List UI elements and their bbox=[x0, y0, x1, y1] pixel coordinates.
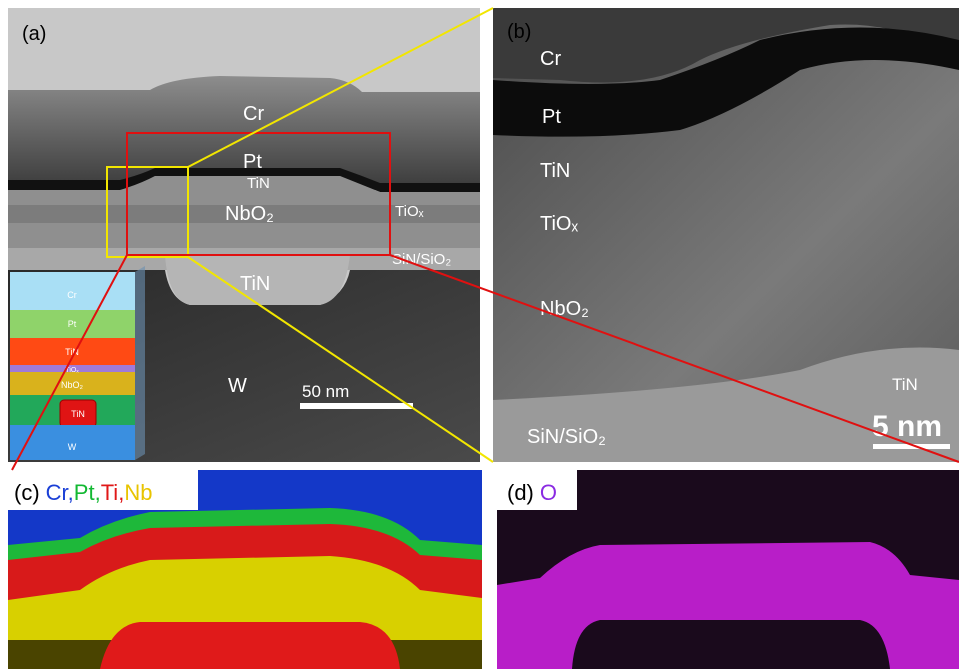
layer-label: W bbox=[228, 375, 247, 397]
figure: (a) Cr Pt TiN NbO₂ TiOₓ SiN/SiO₂ TiN W 5… bbox=[0, 0, 959, 669]
layer-label: NbO₂ bbox=[540, 298, 589, 320]
legend: (c)Cr,Pt,Ti,Nb bbox=[14, 480, 152, 505]
legend-item: O bbox=[540, 480, 557, 505]
inset-side bbox=[135, 266, 145, 460]
legend: (d)O bbox=[507, 480, 557, 505]
panel-label: (a) bbox=[22, 23, 46, 45]
legend-item: Ti, bbox=[101, 480, 125, 505]
layer-label: TiN bbox=[240, 273, 270, 295]
layer-label: TiOₓ bbox=[540, 213, 578, 235]
inset-label: Cr bbox=[67, 290, 77, 300]
inset-label: NbO₂ bbox=[61, 380, 84, 390]
layer-label: TiN bbox=[892, 375, 918, 394]
scale-bar-label: 50 nm bbox=[302, 382, 349, 401]
panel-a: (a) Cr Pt TiN NbO₂ TiOₓ SiN/SiO₂ TiN W 5… bbox=[8, 8, 480, 462]
layer-label: TiN bbox=[247, 175, 270, 192]
legend-item: Pt, bbox=[74, 480, 101, 505]
panel-label: (c) bbox=[14, 480, 40, 505]
panel-b: (b) Cr Pt TiN TiOₓ NbO₂ TiN SiN/SiO₂ 5 n… bbox=[493, 8, 959, 462]
layer-label: TiOₓ bbox=[395, 203, 424, 220]
inset-label: Pt bbox=[68, 319, 77, 329]
inset-label: W bbox=[68, 442, 77, 452]
layer-label: Pt bbox=[243, 151, 262, 173]
scale-bar-label: 5 nm bbox=[872, 410, 942, 443]
layer-label: Cr bbox=[243, 103, 264, 125]
tin-signal bbox=[100, 622, 400, 669]
panel-d: (d)O bbox=[497, 470, 959, 669]
scale-bar bbox=[300, 403, 413, 409]
legend-item: Cr, bbox=[46, 480, 74, 505]
legend-item: Nb bbox=[124, 480, 152, 505]
layer-label: SiN/SiO₂ bbox=[527, 426, 606, 448]
layer-label: TiN bbox=[540, 160, 570, 182]
layer-label: Pt bbox=[542, 106, 561, 128]
panel-c: (c)Cr,Pt,Ti,Nb bbox=[8, 470, 482, 669]
inset-stack: Cr Pt TiN TiOₓ NbO₂ TiN W bbox=[10, 266, 145, 460]
panel-label: (b) bbox=[507, 21, 531, 43]
panel-label: (d) bbox=[507, 480, 534, 505]
inset-label: TiN bbox=[71, 409, 85, 419]
layer-label: NbO₂ bbox=[225, 203, 274, 225]
layer-label: Cr bbox=[540, 48, 561, 70]
